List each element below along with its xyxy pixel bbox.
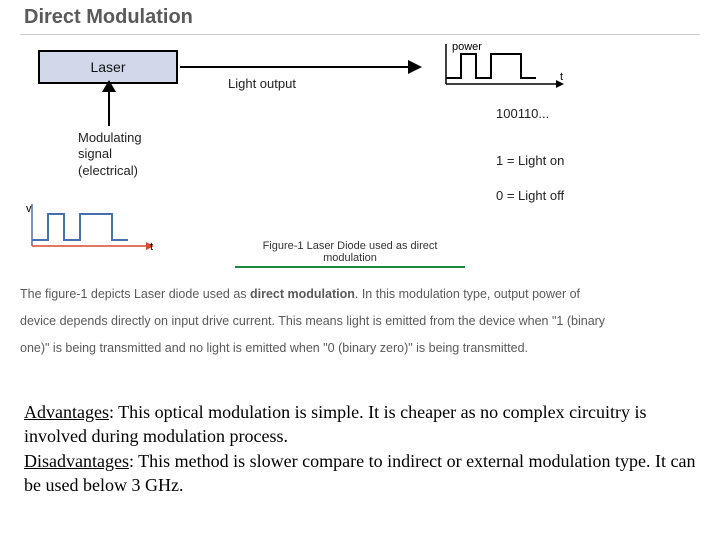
advantages-text: : This optical modulation is simple. It …: [24, 402, 647, 446]
light-output-arrow: [180, 66, 410, 68]
disadvantages-label: Disadvantages: [24, 451, 129, 471]
page-title: Direct Modulation: [24, 6, 193, 29]
bit-sequence: 100110...: [496, 106, 549, 121]
svg-text:t: t: [150, 241, 153, 253]
light-output-label: Light output: [228, 76, 296, 92]
modulating-label: Modulating signal (electrical): [78, 130, 142, 179]
body-line-3: one)" is being transmitted and no light …: [20, 338, 700, 358]
body-l1c: . In this modulation type, output power …: [355, 287, 580, 301]
power-waveform-chart: power t: [440, 40, 590, 96]
voltage-waveform-chart: vt: [26, 200, 186, 258]
legend-off: 0 = Light off: [496, 188, 564, 203]
figure-caption: Figure-1 Laser Diode used as direct modu…: [235, 240, 465, 268]
legend: 1 = Light on 0 = Light off: [496, 134, 564, 204]
diagram-area: Laser Light output Modulating signal (el…: [20, 40, 700, 270]
svg-text:power: power: [452, 41, 482, 53]
advantages-block: Advantages: This optical modulation is s…: [24, 400, 696, 497]
laser-block: Laser: [38, 50, 178, 84]
svg-text:v: v: [26, 203, 32, 215]
modulating-arrowhead: [102, 80, 116, 92]
advantages-label: Advantages: [24, 402, 109, 422]
body-line-1: The figure-1 depicts Laser diode used as…: [20, 284, 700, 304]
title-divider: [20, 34, 700, 35]
body-line-2: device depends directly on input drive c…: [20, 311, 700, 331]
legend-on: 1 = Light on: [496, 153, 564, 168]
svg-text:t: t: [560, 71, 563, 83]
body-l1b: direct modulation: [250, 287, 355, 301]
light-output-arrowhead: [408, 60, 422, 74]
body-l1a: The figure-1 depicts Laser diode used as: [20, 287, 250, 301]
modulating-arrow: [108, 86, 110, 126]
